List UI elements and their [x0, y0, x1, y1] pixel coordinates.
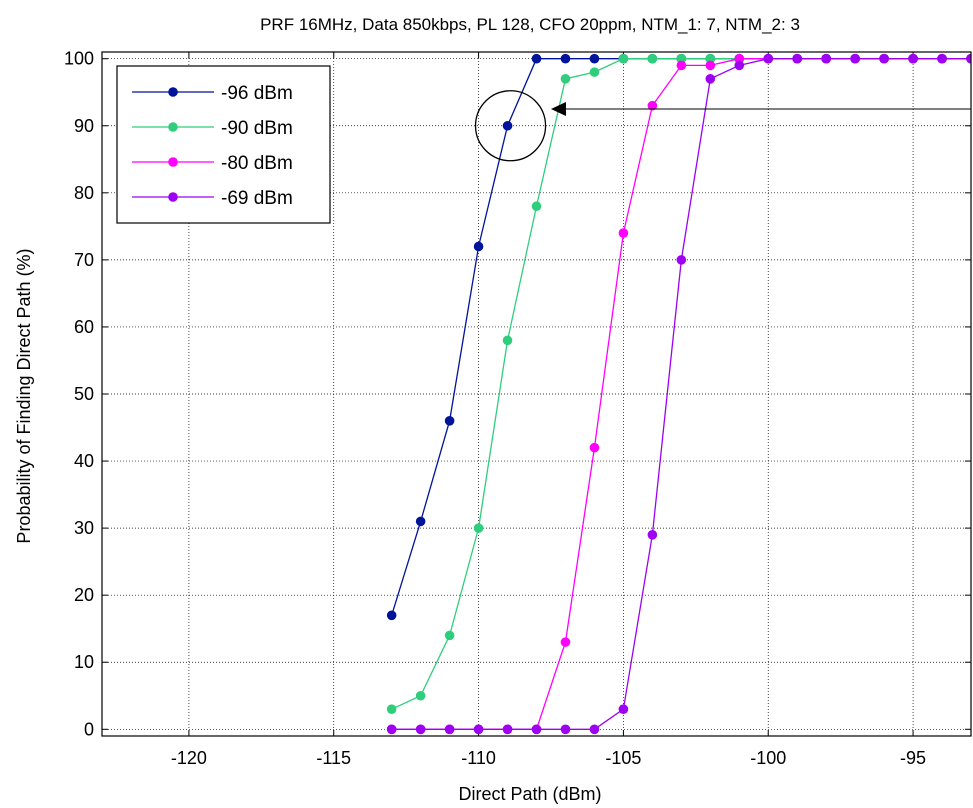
legend: -96 dBm -90 dBm -80 dBm -69 dBm: [116, 65, 331, 224]
legend-label: -90 dBm: [221, 118, 293, 139]
data-point: [589, 67, 600, 77]
series-group: [386, 53, 971, 735]
data-point: [386, 724, 397, 735]
data-point: [415, 724, 426, 735]
data-point: [473, 523, 484, 533]
y-tick-label: 60: [74, 317, 94, 337]
y-tick-label: 10: [74, 652, 94, 672]
data-point: [850, 53, 860, 64]
data-point: [937, 53, 947, 64]
data-point: [444, 416, 455, 426]
plot-area: -120 -115 -110 -105 -100 -95 0 10 20 30 40 50 60 70 80…: [64, 49, 972, 768]
annotation-circle: [474, 90, 547, 162]
y-tick-label: 70: [74, 250, 94, 270]
legend-label: -69 dBm: [221, 188, 293, 209]
legend-marker: [168, 192, 178, 202]
data-point: [966, 53, 971, 64]
data-point: [560, 74, 571, 84]
data-point: [560, 637, 571, 647]
x-tick-label: -95: [900, 748, 926, 768]
data-point: [734, 60, 745, 71]
data-point: [386, 610, 397, 621]
x-axis-title: Direct Path (dBm): [458, 784, 601, 804]
data-point: [647, 530, 658, 540]
legend-marker: [168, 122, 178, 132]
data-point: [473, 724, 484, 735]
data-point: [560, 724, 571, 735]
y-tick-label: 50: [74, 384, 94, 404]
data-point: [618, 228, 629, 238]
axes-box: [101, 51, 972, 737]
data-point: [444, 724, 455, 735]
data-point: [676, 60, 687, 71]
data-point: [415, 690, 426, 701]
legend-marker: [168, 157, 178, 167]
data-point: [473, 241, 484, 252]
x-tick-label: -115: [316, 748, 351, 768]
data-point: [560, 53, 571, 64]
x-tick-label: -100: [750, 748, 786, 768]
y-tick-label: 20: [74, 585, 94, 605]
legend-marker: [168, 87, 178, 97]
data-point: [531, 201, 542, 212]
data-point: [647, 100, 658, 111]
data-point: [618, 704, 629, 714]
data-point: [705, 53, 716, 64]
annotation-arrowhead: [550, 102, 566, 116]
x-tick-label: -105: [605, 748, 641, 768]
data-point: [821, 53, 831, 64]
data-point: [589, 442, 600, 453]
y-axis-title: Probability of Finding Direct Path (%): [14, 248, 34, 543]
y-tick-label: 30: [74, 518, 94, 538]
legend-label: -80 dBm: [221, 153, 293, 174]
data-point: [589, 724, 600, 735]
y-tick-label: 40: [74, 451, 94, 471]
data-point: [502, 120, 513, 131]
y-tick-label: 80: [74, 183, 94, 203]
data-point: [502, 724, 513, 735]
data-point: [386, 704, 397, 714]
data-point: [705, 74, 716, 84]
data-point: [734, 53, 745, 64]
data-point: [763, 53, 774, 64]
data-point: [676, 255, 687, 265]
data-point: [879, 53, 889, 64]
x-tick-label: -110: [461, 748, 496, 768]
data-point: [792, 53, 802, 64]
data-point: [531, 53, 542, 64]
x-tick-label: -120: [171, 748, 207, 768]
y-tick-label: 100: [64, 49, 94, 69]
data-point: [444, 630, 455, 641]
data-point: [705, 60, 716, 71]
legend-label: -96 dBm: [221, 83, 293, 104]
data-point: [502, 335, 513, 346]
data-point: [415, 516, 426, 527]
chart-title: PRF 16MHz, Data 850kbps, PL 128, CFO 20p…: [260, 15, 800, 34]
y-tick-label: 0: [84, 719, 94, 739]
data-point: [676, 53, 687, 64]
data-point: [647, 53, 658, 64]
data-point: [618, 53, 629, 64]
y-tick-label: 90: [74, 116, 94, 136]
data-point: [531, 724, 542, 735]
data-point: [589, 53, 600, 64]
data-point: [908, 53, 918, 64]
